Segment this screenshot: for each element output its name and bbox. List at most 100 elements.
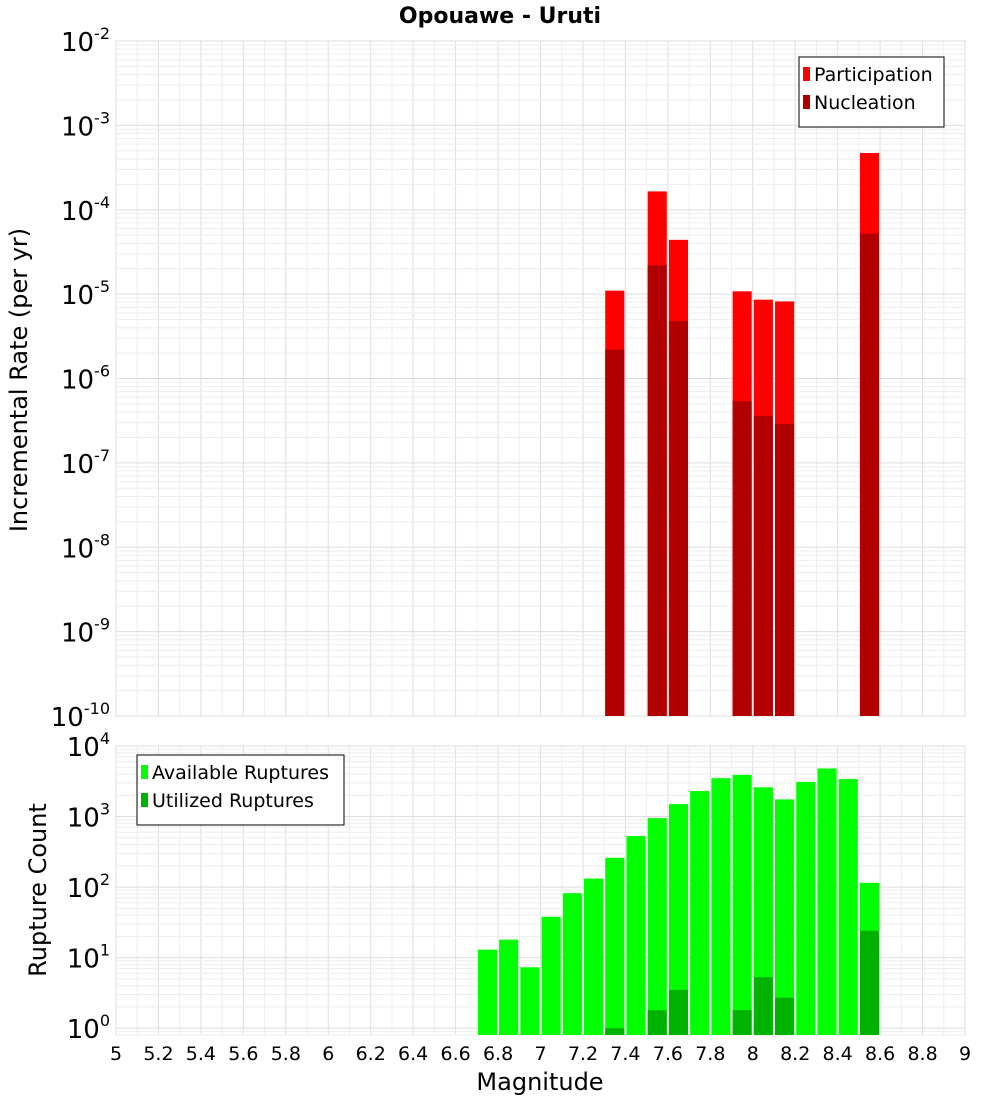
- bar-available-ruptures-9: [668, 804, 689, 1035]
- y-tick-base: 10: [51, 703, 84, 733]
- y-tick-label: 103: [67, 800, 110, 834]
- y-tick-exponent: -9: [94, 615, 110, 634]
- bar-available-ruptures-12: [732, 774, 752, 1035]
- bar-nucleation-6: [859, 233, 880, 716]
- x-tick-label: 6: [322, 1043, 334, 1065]
- top-grid: [115, 40, 966, 717]
- y-tick-base: 10: [61, 112, 94, 142]
- bar-utilized-ruptures-2: [668, 989, 689, 1035]
- y-tick-exponent: 0: [100, 1011, 110, 1030]
- y-tick-label: 10-2: [61, 24, 110, 58]
- x-tick-label: 8.8: [907, 1043, 937, 1065]
- legend-label: Utilized Ruptures: [152, 790, 314, 812]
- bottom-legend: Available Ruptures Utilized Ruptures: [136, 754, 345, 826]
- legend-swatch: [803, 67, 810, 81]
- y-tick-label: 10-7: [61, 446, 110, 480]
- legend-swatch: [141, 765, 148, 779]
- bar-nucleation-3: [732, 401, 752, 716]
- y-tick-exponent: -10: [84, 699, 110, 718]
- bar-available-ruptures-7: [626, 835, 646, 1035]
- y-tick-exponent: -3: [94, 108, 110, 127]
- x-tick-label: 5.8: [271, 1043, 301, 1065]
- bar-nucleation-1: [647, 265, 667, 716]
- legend-label: Available Ruptures: [152, 762, 329, 784]
- y-tick-exponent: -4: [94, 193, 110, 212]
- y-tick-base: 10: [67, 874, 100, 904]
- bar-nucleation-5: [775, 423, 795, 716]
- y-tick-label: 10-10: [51, 699, 110, 733]
- x-tick-label: 8.6: [865, 1043, 895, 1065]
- y-tick-exponent: 1: [100, 941, 110, 960]
- y-tick-base: 10: [67, 733, 100, 763]
- y-tick-label: 10-8: [61, 530, 110, 564]
- x-tick-label: 6.2: [356, 1043, 386, 1065]
- bar-utilized-ruptures-0: [605, 1028, 625, 1035]
- bottom-y-axis-title: Rupture Count: [24, 803, 52, 977]
- y-tick-base: 10: [61, 197, 94, 227]
- legend-swatch: [141, 793, 148, 807]
- bar-available-ruptures-10: [690, 791, 710, 1035]
- y-tick-label: 10-5: [61, 277, 110, 311]
- bar-utilized-ruptures-5: [775, 997, 795, 1035]
- y-tick-base: 10: [61, 450, 94, 480]
- x-tick-label: 9: [959, 1043, 971, 1065]
- bar-utilized-ruptures-6: [859, 930, 880, 1035]
- bar-available-ruptures-3: [541, 916, 561, 1035]
- bar-available-ruptures-11: [711, 778, 731, 1035]
- bar-available-ruptures-1: [499, 939, 519, 1035]
- y-tick-base: 10: [61, 281, 94, 311]
- x-tick-label: 7: [534, 1043, 546, 1065]
- x-tick-label: 6.6: [440, 1043, 470, 1065]
- x-axis-title: Magnitude: [476, 1068, 603, 1096]
- bar-available-ruptures-14: [775, 799, 795, 1035]
- top-legend: Participation Nucleation: [798, 56, 945, 128]
- top-bars: [605, 153, 880, 717]
- y-tick-label: 10-9: [61, 615, 110, 649]
- bar-available-ruptures-0: [477, 949, 497, 1035]
- y-tick-label: 101: [67, 941, 110, 975]
- legend-box: [136, 754, 345, 826]
- x-tick-label: 5.4: [186, 1043, 216, 1065]
- x-tick-label: 7.8: [695, 1043, 725, 1065]
- y-tick-label: 10-4: [61, 193, 110, 227]
- bar-available-ruptures-6: [605, 857, 625, 1035]
- y-tick-exponent: -6: [94, 362, 110, 381]
- x-tick-label: 6.4: [398, 1043, 428, 1065]
- bar-available-ruptures-16: [817, 768, 837, 1035]
- y-tick-label: 102: [67, 870, 110, 904]
- bottom-bars: [477, 768, 880, 1035]
- bar-nucleation-0: [605, 349, 625, 716]
- bar-utilized-ruptures-4: [753, 977, 773, 1035]
- y-tick-exponent: -2: [94, 24, 110, 43]
- x-tick-label: 8: [747, 1043, 759, 1065]
- y-tick-exponent: -8: [94, 530, 110, 549]
- bar-available-ruptures-5: [584, 878, 604, 1035]
- bar-available-ruptures-13: [753, 787, 773, 1035]
- y-tick-exponent: 3: [100, 800, 110, 819]
- y-tick-base: 10: [67, 804, 100, 834]
- x-tick-label: 8.2: [780, 1043, 810, 1065]
- y-tick-exponent: 4: [100, 729, 110, 748]
- y-tick-exponent: -7: [94, 446, 110, 465]
- bar-utilized-ruptures-1: [647, 1010, 667, 1035]
- legend-swatch: [803, 95, 810, 109]
- y-tick-exponent: 2: [100, 870, 110, 889]
- x-tick-label: 5.6: [228, 1043, 258, 1065]
- y-tick-label: 10-6: [61, 362, 110, 396]
- bar-available-ruptures-15: [796, 781, 816, 1035]
- y-tick-base: 10: [61, 28, 94, 58]
- legend-label: Participation: [814, 64, 933, 86]
- y-tick-base: 10: [61, 534, 94, 564]
- y-tick-base: 10: [67, 1015, 100, 1045]
- x-tick-label: 6.8: [483, 1043, 513, 1065]
- bar-available-ruptures-4: [562, 893, 582, 1035]
- x-tick-label: 5: [110, 1043, 122, 1065]
- x-tick-label: 7.2: [568, 1043, 598, 1065]
- bar-available-ruptures-17: [838, 779, 858, 1035]
- x-tick-label: 8.4: [823, 1043, 853, 1065]
